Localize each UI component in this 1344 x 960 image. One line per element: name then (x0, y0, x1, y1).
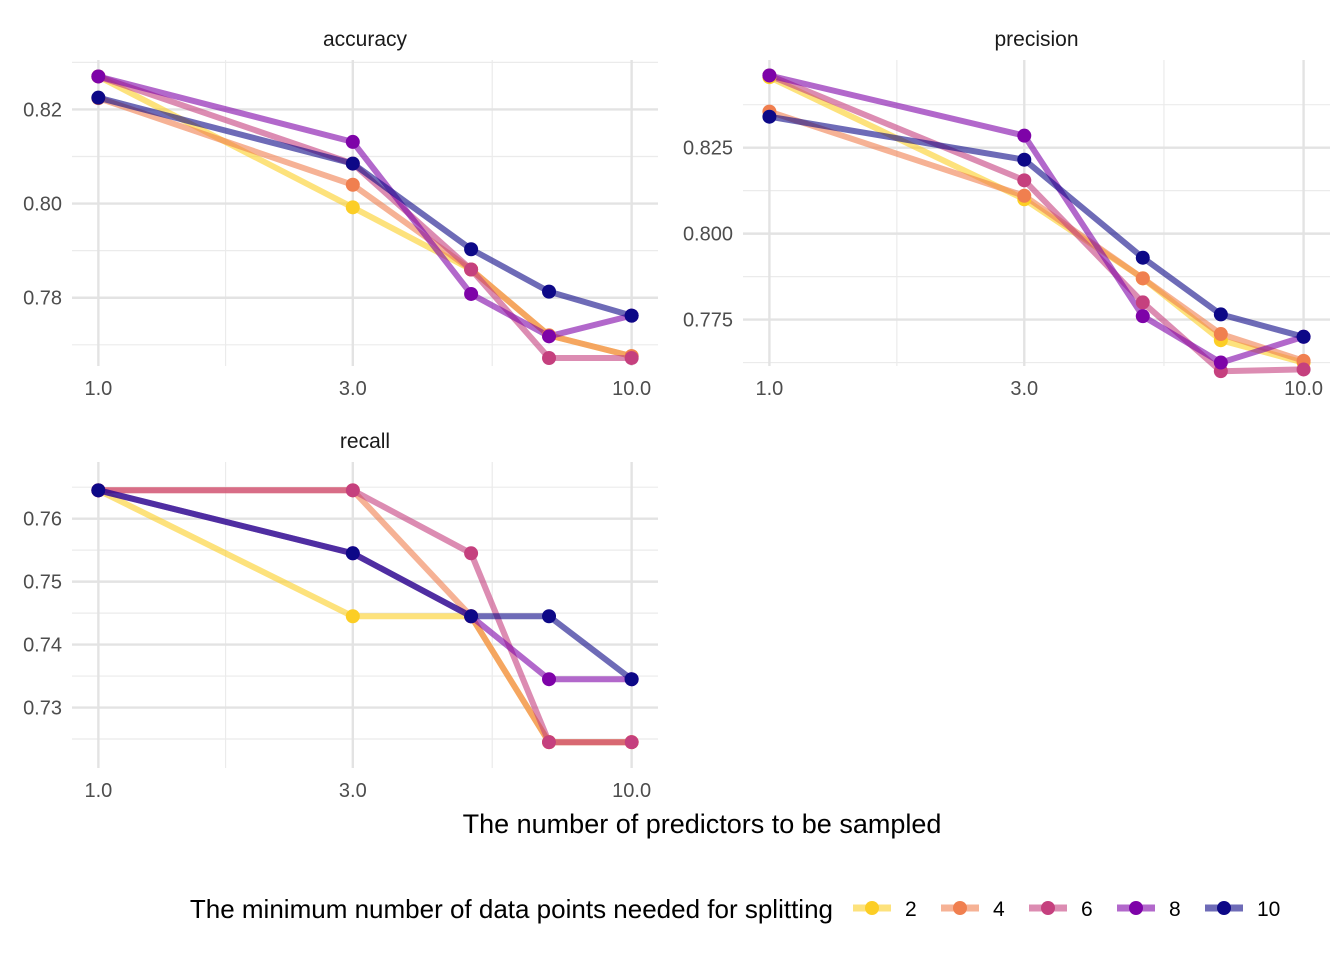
data-point-10 (91, 483, 106, 498)
data-point-10 (464, 609, 479, 624)
data-point-6 (624, 735, 639, 750)
series-line-6 (766, 72, 1307, 375)
x-tick-label: 3.0 (339, 378, 367, 400)
data-point-4 (1135, 271, 1150, 286)
panel-accuracy: accuracy 0.78 0.80 0.82 1.0 3.0 10.0 (23, 28, 658, 400)
x-tick-label: 1.0 (756, 378, 784, 400)
legend-item-2: 2 (853, 898, 917, 921)
panel-title: accuracy (323, 28, 408, 51)
data-point-10 (91, 90, 106, 105)
data-point-2 (345, 200, 360, 215)
data-point-6 (464, 546, 479, 561)
legend-key-point (865, 901, 879, 915)
y-tick-label: 0.75 (23, 572, 62, 594)
legend-label: 8 (1169, 898, 1181, 921)
legend-item-6: 6 (1029, 898, 1093, 921)
data-point-6 (464, 262, 479, 277)
legend-label: 10 (1257, 898, 1280, 921)
legend: 2 4 6 8 10 (853, 898, 1280, 921)
legend-key-point (1041, 901, 1055, 915)
x-tick-label: 1.0 (84, 780, 112, 802)
data-point-6 (624, 350, 639, 365)
data-point-8 (1135, 309, 1150, 324)
data-point-4 (345, 177, 360, 192)
legend-label: 2 (905, 898, 917, 921)
y-tick-label: 0.800 (683, 224, 733, 246)
y-tick-label: 0.74 (23, 635, 62, 657)
data-point-10 (1213, 307, 1228, 322)
data-point-10 (1135, 250, 1150, 265)
data-point-10 (542, 609, 557, 624)
data-point-8 (1017, 128, 1032, 143)
data-point-6 (1135, 295, 1150, 310)
data-point-10 (345, 546, 360, 561)
panel-title: recall (340, 430, 390, 453)
data-point-6 (542, 735, 557, 750)
x-tick-label: 1.0 (84, 378, 112, 400)
y-tick-label: 0.825 (683, 138, 733, 160)
x-axis-title: The number of predictors to be sampled (463, 809, 942, 839)
x-tick-label: 10.0 (612, 378, 651, 400)
data-point-8 (542, 329, 557, 344)
data-point-2 (345, 609, 360, 624)
y-tick-label: 0.80 (23, 194, 62, 216)
x-tick-label: 10.0 (1284, 378, 1323, 400)
y-tick-label: 0.82 (23, 99, 62, 121)
series-line-4 (95, 95, 635, 360)
data-point-8 (464, 286, 479, 301)
data-point-4 (1213, 327, 1228, 342)
data-point-10 (762, 109, 777, 124)
x-tick-label: 10.0 (612, 780, 651, 802)
data-point-10 (624, 672, 639, 687)
panel-recall: recall 0.73 0.74 0.75 0.76 1.0 3.0 10.0 (23, 430, 658, 802)
legend-label: 6 (1081, 898, 1093, 921)
data-point-6 (1296, 362, 1311, 377)
series-line-10 (95, 94, 635, 319)
legend-item-10: 10 (1205, 898, 1280, 921)
data-point-8 (542, 672, 557, 687)
data-point-8 (345, 134, 360, 149)
y-tick-label: 0.76 (23, 509, 62, 531)
data-point-10 (542, 284, 557, 299)
legend-key-point (1129, 901, 1143, 915)
panel-precision: precision 0.775 0.800 0.825 1.0 3.0 10.0 (683, 28, 1330, 400)
data-point-8 (91, 69, 106, 84)
data-point-10 (345, 156, 360, 171)
data-point-10 (1296, 329, 1311, 344)
data-point-6 (1017, 173, 1032, 188)
legend-item-8: 8 (1117, 898, 1181, 921)
y-tick-label: 0.775 (683, 310, 733, 332)
legend-key-point (1217, 901, 1231, 915)
data-point-8 (1213, 355, 1228, 370)
panel-title: precision (994, 28, 1078, 51)
data-point-6 (542, 350, 557, 365)
legend-label: 4 (993, 898, 1005, 921)
y-tick-label: 0.78 (23, 288, 62, 310)
legend-item-4: 4 (941, 898, 1005, 921)
data-point-10 (1017, 152, 1032, 167)
data-point-6 (345, 483, 360, 498)
legend-title: The minimum number of data points needed… (190, 894, 833, 924)
x-tick-label: 3.0 (1010, 378, 1038, 400)
data-point-10 (624, 308, 639, 323)
data-point-10 (464, 242, 479, 257)
y-tick-label: 0.73 (23, 698, 62, 720)
legend-key-point (953, 901, 967, 915)
x-tick-label: 3.0 (339, 780, 367, 802)
data-point-4 (1017, 188, 1032, 203)
data-point-8 (762, 68, 777, 83)
